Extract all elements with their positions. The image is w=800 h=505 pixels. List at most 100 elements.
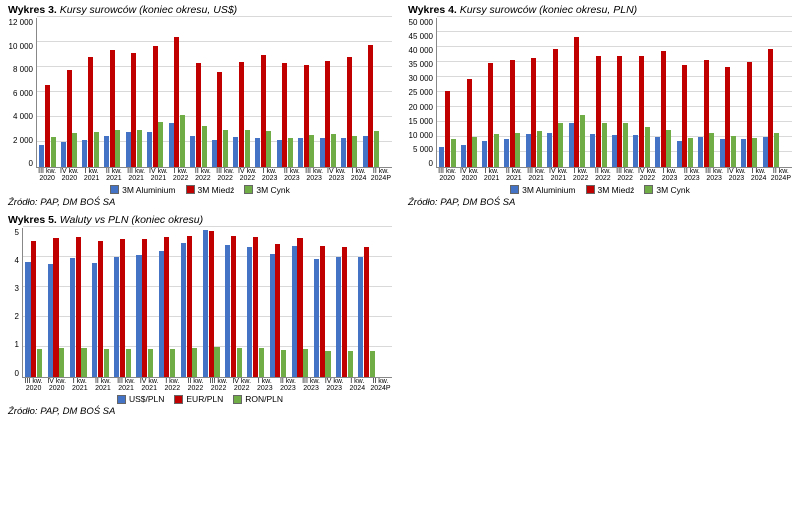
x-tick-label: IV kw.2023	[323, 378, 346, 393]
bar	[445, 91, 450, 167]
bar	[261, 55, 266, 168]
bar	[239, 62, 244, 167]
legend-item: 3M Cynk	[244, 185, 290, 195]
bar	[320, 246, 325, 377]
chart-title-bold: Wykres 4.	[408, 4, 457, 16]
chart-title-bold: Wykres 3.	[8, 4, 57, 16]
empty-panel	[400, 210, 800, 420]
legend-item: 3M Aluminium	[110, 185, 175, 195]
x-tick-label: IV kw.2022	[230, 378, 253, 393]
gridline	[437, 31, 792, 32]
bar	[439, 147, 444, 167]
bar	[131, 53, 136, 167]
gridline	[437, 16, 792, 17]
bar	[196, 63, 201, 167]
bar	[170, 349, 175, 377]
y-tick-label: 5 000	[413, 145, 433, 154]
x-tick-label: III kw.2023	[300, 378, 323, 393]
bar	[45, 85, 50, 168]
bar	[747, 62, 752, 167]
legend-swatch	[244, 185, 253, 194]
y-tick-label: 5	[15, 228, 19, 237]
bar	[159, 251, 164, 377]
y-tick-label: 6 000	[13, 89, 33, 98]
bar	[515, 133, 520, 167]
bar	[51, 137, 56, 167]
y-axis: 50 00045 00040 00035 00030 00025 00020 0…	[408, 18, 436, 168]
gridline	[437, 46, 792, 47]
bar	[336, 257, 341, 376]
legend-item: 3M Miedź	[586, 185, 635, 195]
bar	[212, 140, 217, 168]
chart-title-bold: Wykres 5.	[8, 214, 57, 226]
chart-title-italic: Waluty vs PLN (koniec okresu)	[57, 214, 203, 226]
bar	[612, 135, 617, 167]
gridline	[37, 41, 392, 42]
x-tick-label: I kw.2023	[253, 378, 276, 393]
bar	[209, 231, 214, 377]
bar	[633, 135, 638, 167]
bar	[482, 141, 487, 167]
bar	[142, 239, 147, 377]
y-tick-label: 1	[15, 340, 19, 349]
bar	[120, 239, 125, 377]
x-tick-label: IV kw.2021	[147, 168, 169, 183]
x-tick-label: III kw.2021	[125, 168, 147, 183]
bar	[110, 50, 115, 168]
bar	[98, 241, 103, 377]
x-tick-label: III kw.2020	[22, 378, 45, 393]
legend-label: 3M Miedź	[198, 185, 235, 195]
x-tick-label: I kw.2023	[659, 168, 681, 183]
x-tick-label: I kw.2024	[348, 168, 370, 183]
bar	[731, 136, 736, 168]
bar	[510, 60, 515, 167]
bar	[31, 241, 36, 377]
bar	[331, 134, 336, 167]
plot-area	[436, 18, 792, 168]
bar	[580, 115, 585, 167]
bar	[298, 138, 303, 167]
x-tick-label: II kw.2022	[592, 168, 614, 183]
bar	[752, 138, 757, 167]
bar	[94, 132, 99, 167]
bar	[553, 49, 558, 167]
chart-title: Wykres 4. Kursy surowców (koniec okresu,…	[408, 4, 792, 16]
bar	[137, 130, 142, 168]
bar	[677, 141, 682, 167]
bar	[202, 126, 207, 167]
bar	[661, 51, 666, 167]
chart-area: 50 00045 00040 00035 00030 00025 00020 0…	[408, 18, 792, 195]
x-tick-label: III kw.2021	[525, 168, 547, 183]
legend-item: RON/PLN	[233, 394, 283, 404]
x-tick-label: IV kw.2021	[138, 378, 161, 393]
y-tick-label: 4	[15, 256, 19, 265]
x-tick-label: I kw.2024	[748, 168, 770, 183]
bar	[282, 63, 287, 167]
legend-swatch	[174, 395, 183, 404]
y-tick-label: 4 000	[13, 112, 33, 121]
bar	[81, 348, 86, 377]
bar	[53, 238, 58, 376]
legend-swatch	[586, 185, 595, 194]
bar	[270, 254, 275, 377]
x-tick-label: IV kw.2022	[236, 168, 258, 183]
x-tick-label: IV kw.2020	[58, 168, 80, 183]
y-tick-label: 50 000	[409, 18, 433, 27]
bar	[602, 123, 607, 167]
bar	[569, 123, 574, 167]
bar	[147, 132, 152, 167]
bar	[461, 145, 466, 168]
bar	[639, 56, 644, 167]
bar	[104, 136, 109, 167]
bar	[347, 57, 352, 167]
bar	[725, 67, 730, 168]
bar	[76, 237, 81, 377]
y-tick-label: 2 000	[13, 136, 33, 145]
chart-area: 12 00010 0008 0006 0004 0002 0000III kw.…	[8, 18, 392, 195]
legend-swatch	[186, 185, 195, 194]
bar	[526, 134, 531, 167]
chart-title: Wykres 3. Kursy surowców (koniec okresu,…	[8, 4, 392, 16]
bar	[288, 138, 293, 167]
bar	[325, 61, 330, 167]
bar	[67, 70, 72, 168]
